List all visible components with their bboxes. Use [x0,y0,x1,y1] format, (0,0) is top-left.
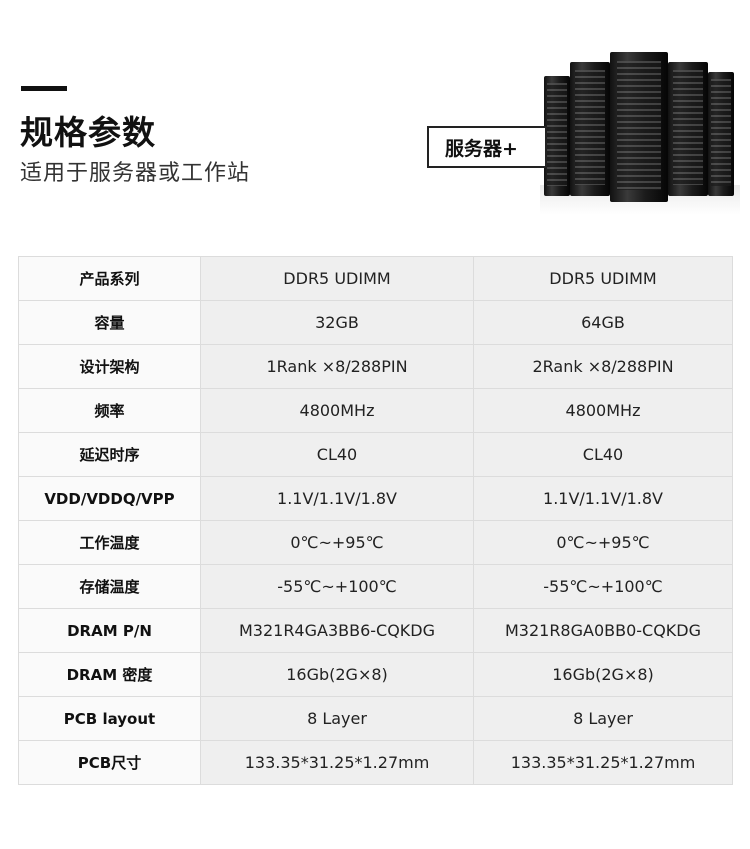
spec-value-model-1: 32GB [200,300,474,345]
spec-value-model-1: -55℃~+100℃ [200,564,474,609]
spec-value-model-1: M321R4GA3BB6-CQKDG [200,608,474,653]
server-rack-image [540,50,740,210]
spec-table: 产品系列 DDR5 UDIMM DDR5 UDIMM 容量 32GB 64GB 设计架构 1R… [18,256,733,785]
spec-value-model-2: 16Gb(2G×8) [473,652,733,697]
spec-value-model-1: CL40 [200,432,474,477]
spec-value-model-2: 64GB [473,300,733,345]
spec-label: 产品系列 [18,256,201,301]
spec-label: VDD/VDDQ/VPP [18,476,201,521]
spec-value-model-1: 0℃~+95℃ [200,520,474,565]
spec-row: 产品系列 DDR5 UDIMM DDR5 UDIMM [18,256,733,301]
spec-row: 延迟时序 CL40 CL40 [18,432,733,477]
title-accent-bar [21,86,67,91]
spec-value-model-1: 16Gb(2G×8) [200,652,474,697]
spec-value-model-2: 1.1V/1.1V/1.8V [473,476,733,521]
spec-row: PCB尺寸 133.35*31.25*1.27mm 133.35*31.25*1.2… [18,740,733,785]
spec-label: DRAM P/N [18,608,201,653]
spec-label: 频率 [18,388,201,433]
spec-value-model-2: 8 Layer [473,696,733,741]
spec-value-model-1: 1.1V/1.1V/1.8V [200,476,474,521]
spec-row: 设计架构 1Rank ×8/288PIN 2Rank ×8/288PIN [18,344,733,389]
spec-row: 频率 4800MHz 4800MHz [18,388,733,433]
spec-value-model-2: -55℃~+100℃ [473,564,733,609]
spec-label: 设计架构 [18,344,201,389]
spec-label: 延迟时序 [18,432,201,477]
page-title: 规格参数 [20,113,156,152]
spec-row: 存储温度 -55℃~+100℃ -55℃~+100℃ [18,564,733,609]
spec-value-model-1: 8 Layer [200,696,474,741]
spec-row: 容量 32GB 64GB [18,300,733,345]
spec-label: 存储温度 [18,564,201,609]
spec-value-model-2: M321R8GA0BB0-CQKDG [473,608,733,653]
page-subtitle: 适用于服务器或工作站 [20,161,251,186]
spec-label: 工作温度 [18,520,201,565]
spec-value-model-2: 4800MHz [473,388,733,433]
spec-label: 容量 [18,300,201,345]
spec-label: DRAM 密度 [18,652,201,697]
server-tag: 服务器+ [427,126,547,168]
spec-label: PCB layout [18,696,201,741]
spec-row: VDD/VDDQ/VPP 1.1V/1.1V/1.8V 1.1V/1.1V/1.8V [18,476,733,521]
spec-value-model-2: 2Rank ×8/288PIN [473,344,733,389]
spec-value-model-1: 133.35*31.25*1.27mm [200,740,474,785]
spec-value-model-2: 133.35*31.25*1.27mm [473,740,733,785]
spec-value-model-2: DDR5 UDIMM [473,256,733,301]
spec-row: 工作温度 0℃~+95℃ 0℃~+95℃ [18,520,733,565]
spec-value-model-2: CL40 [473,432,733,477]
spec-row: DRAM 密度 16Gb(2G×8) 16Gb(2G×8) [18,652,733,697]
spec-label: PCB尺寸 [18,740,201,785]
spec-row: PCB layout 8 Layer 8 Layer [18,696,733,741]
spec-value-model-1: 1Rank ×8/288PIN [200,344,474,389]
spec-row: DRAM P/N M321R4GA3BB6-CQKDG M321R8GA0BB0-C… [18,608,733,653]
spec-value-model-1: DDR5 UDIMM [200,256,474,301]
spec-value-model-1: 4800MHz [200,388,474,433]
spec-value-model-2: 0℃~+95℃ [473,520,733,565]
